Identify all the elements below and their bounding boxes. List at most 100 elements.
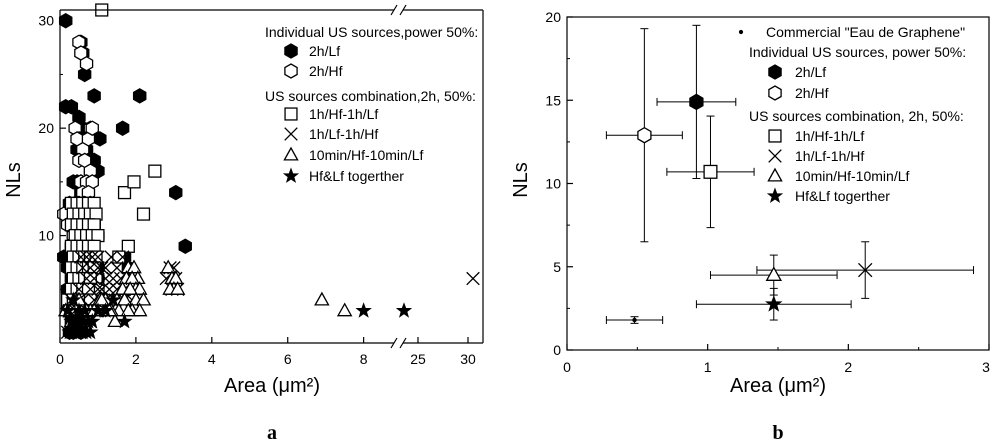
legend-label: Hf&Lf togerther xyxy=(795,188,890,204)
data-point xyxy=(74,250,88,264)
axis-break-mark xyxy=(390,4,398,16)
legend-marker xyxy=(768,149,782,163)
chart-panel-b: 0 1 2 3 0 5 10 15 20 Commercial "Eau de Graphene… xyxy=(510,9,990,444)
data-point xyxy=(132,88,147,104)
legend-heading: Individual US sources,power 50%: xyxy=(265,24,478,40)
data-point xyxy=(336,302,353,317)
data-point xyxy=(116,291,133,306)
y-tick-label: 30 xyxy=(38,13,54,29)
data-point xyxy=(122,280,139,295)
data-point xyxy=(314,291,330,306)
legend-label: Commercial "Eau de Graphene" xyxy=(766,24,965,40)
data-point xyxy=(131,280,148,295)
panel-a-ylabel: NLs xyxy=(3,162,25,198)
legend-heading: US sources combination,2h, 50%: xyxy=(265,88,476,104)
data-point xyxy=(632,317,637,323)
data-point xyxy=(115,250,130,264)
legend-label: 1h/Hf-1h/Lf xyxy=(795,128,864,144)
data-point xyxy=(169,280,186,295)
data-point xyxy=(72,282,86,297)
legend-item-1h-hf-1h-lf: 1h/Hf-1h/Lf xyxy=(768,128,864,144)
data-point xyxy=(79,55,94,72)
data-point xyxy=(82,323,99,340)
x-tick-label: 0 xyxy=(56,351,64,367)
x-tick-label: 3 xyxy=(982,359,990,375)
data-point xyxy=(110,261,124,275)
x-tick-label: 30 xyxy=(460,351,476,367)
legend-marker xyxy=(284,43,298,59)
y-tick-label: 0 xyxy=(553,342,561,358)
legend-item-2h-lf: 2h/Lf xyxy=(284,43,340,59)
data-point xyxy=(76,302,93,318)
series-commercial-eau-de-graphene xyxy=(605,316,664,325)
legend-item-10min-hf-10min-lf: 10min/Hf-10min/Lf xyxy=(767,167,909,184)
y-tick-label: 20 xyxy=(545,9,561,25)
data-point xyxy=(703,164,718,179)
legend-label: 2h/Hf xyxy=(309,63,343,79)
data-point xyxy=(466,271,480,286)
legend-marker xyxy=(282,167,300,183)
series-hf-lf-togerther xyxy=(59,291,413,340)
data-point xyxy=(131,302,148,317)
data-point xyxy=(136,207,151,221)
data-point xyxy=(87,271,101,286)
legend-label: 1h/Lf-1h/Hf xyxy=(309,126,378,142)
legend-item-1h-lf-1h-hf: 1h/Lf-1h/Hf xyxy=(284,126,378,142)
panel-b-xlabel: Area (μm²) xyxy=(730,375,826,397)
series-1h-lf-1h-hf xyxy=(756,241,975,299)
x-tick-label: 6 xyxy=(284,351,292,367)
legend-item-commercial-eau-de-graphene: Commercial "Eau de Graphene" xyxy=(738,24,965,40)
panel-b-ylabel: NLs xyxy=(510,162,532,198)
data-point xyxy=(64,98,79,115)
data-point xyxy=(85,120,99,136)
legend-item-10min-hf-10min-lf: 10min/Hf-10min/Lf xyxy=(283,146,423,163)
data-point xyxy=(124,270,140,285)
legend-label: 2h/Lf xyxy=(309,43,340,59)
data-point xyxy=(858,262,873,278)
panel-a-label: a xyxy=(267,422,277,444)
axis-break-mark xyxy=(390,337,398,349)
legend-label: 1h/Hf-1h/Lf xyxy=(309,106,378,122)
data-point xyxy=(80,312,97,329)
legend-label: 10min/Hf-10min/Lf xyxy=(309,147,423,163)
y-tick-label: 10 xyxy=(38,228,54,244)
data-point xyxy=(93,291,110,306)
y-tick-label: 10 xyxy=(545,176,561,192)
data-point xyxy=(126,259,142,274)
legend-item-1h-hf-1h-lf: 1h/Hf-1h/Lf xyxy=(284,106,378,122)
panel-a-xlabel: Area (μm²) xyxy=(224,375,320,397)
legend-marker xyxy=(766,187,784,203)
legend-label: Hf&Lf togerther xyxy=(309,168,404,184)
series-1h-hf-1h-lf xyxy=(666,115,755,229)
data-point xyxy=(637,126,652,144)
x-tick-label: 4 xyxy=(208,351,216,367)
legend-heading: US sources combination, 2h, 50%: xyxy=(749,108,964,124)
data-point xyxy=(765,295,783,312)
data-point xyxy=(178,238,192,255)
data-point xyxy=(65,291,82,308)
data-point xyxy=(127,175,141,189)
data-point xyxy=(160,259,176,274)
data-point xyxy=(169,184,183,201)
data-point xyxy=(79,250,94,264)
data-point xyxy=(87,88,101,104)
data-point xyxy=(104,291,122,308)
panel-b-label: b xyxy=(772,422,783,444)
series-2h-hf xyxy=(605,28,683,243)
legend-item-2h-hf: 2h/Hf xyxy=(768,85,829,101)
axis-break-mark xyxy=(399,337,407,349)
data-point xyxy=(148,164,162,178)
data-point xyxy=(91,250,105,264)
data-point xyxy=(355,302,372,318)
legend-marker xyxy=(284,127,298,141)
data-point xyxy=(395,302,413,318)
data-point xyxy=(135,291,152,306)
legend-label: 10min/Hf-10min/Lf xyxy=(795,168,909,184)
y-tick-label: 20 xyxy=(38,120,54,136)
series-hf-lf-togerther xyxy=(695,287,852,321)
data-point xyxy=(85,250,100,264)
legend-item-2h-lf: 2h/Lf xyxy=(768,64,826,80)
series-2h-lf xyxy=(656,24,737,180)
x-tick-label: 1 xyxy=(704,359,712,375)
